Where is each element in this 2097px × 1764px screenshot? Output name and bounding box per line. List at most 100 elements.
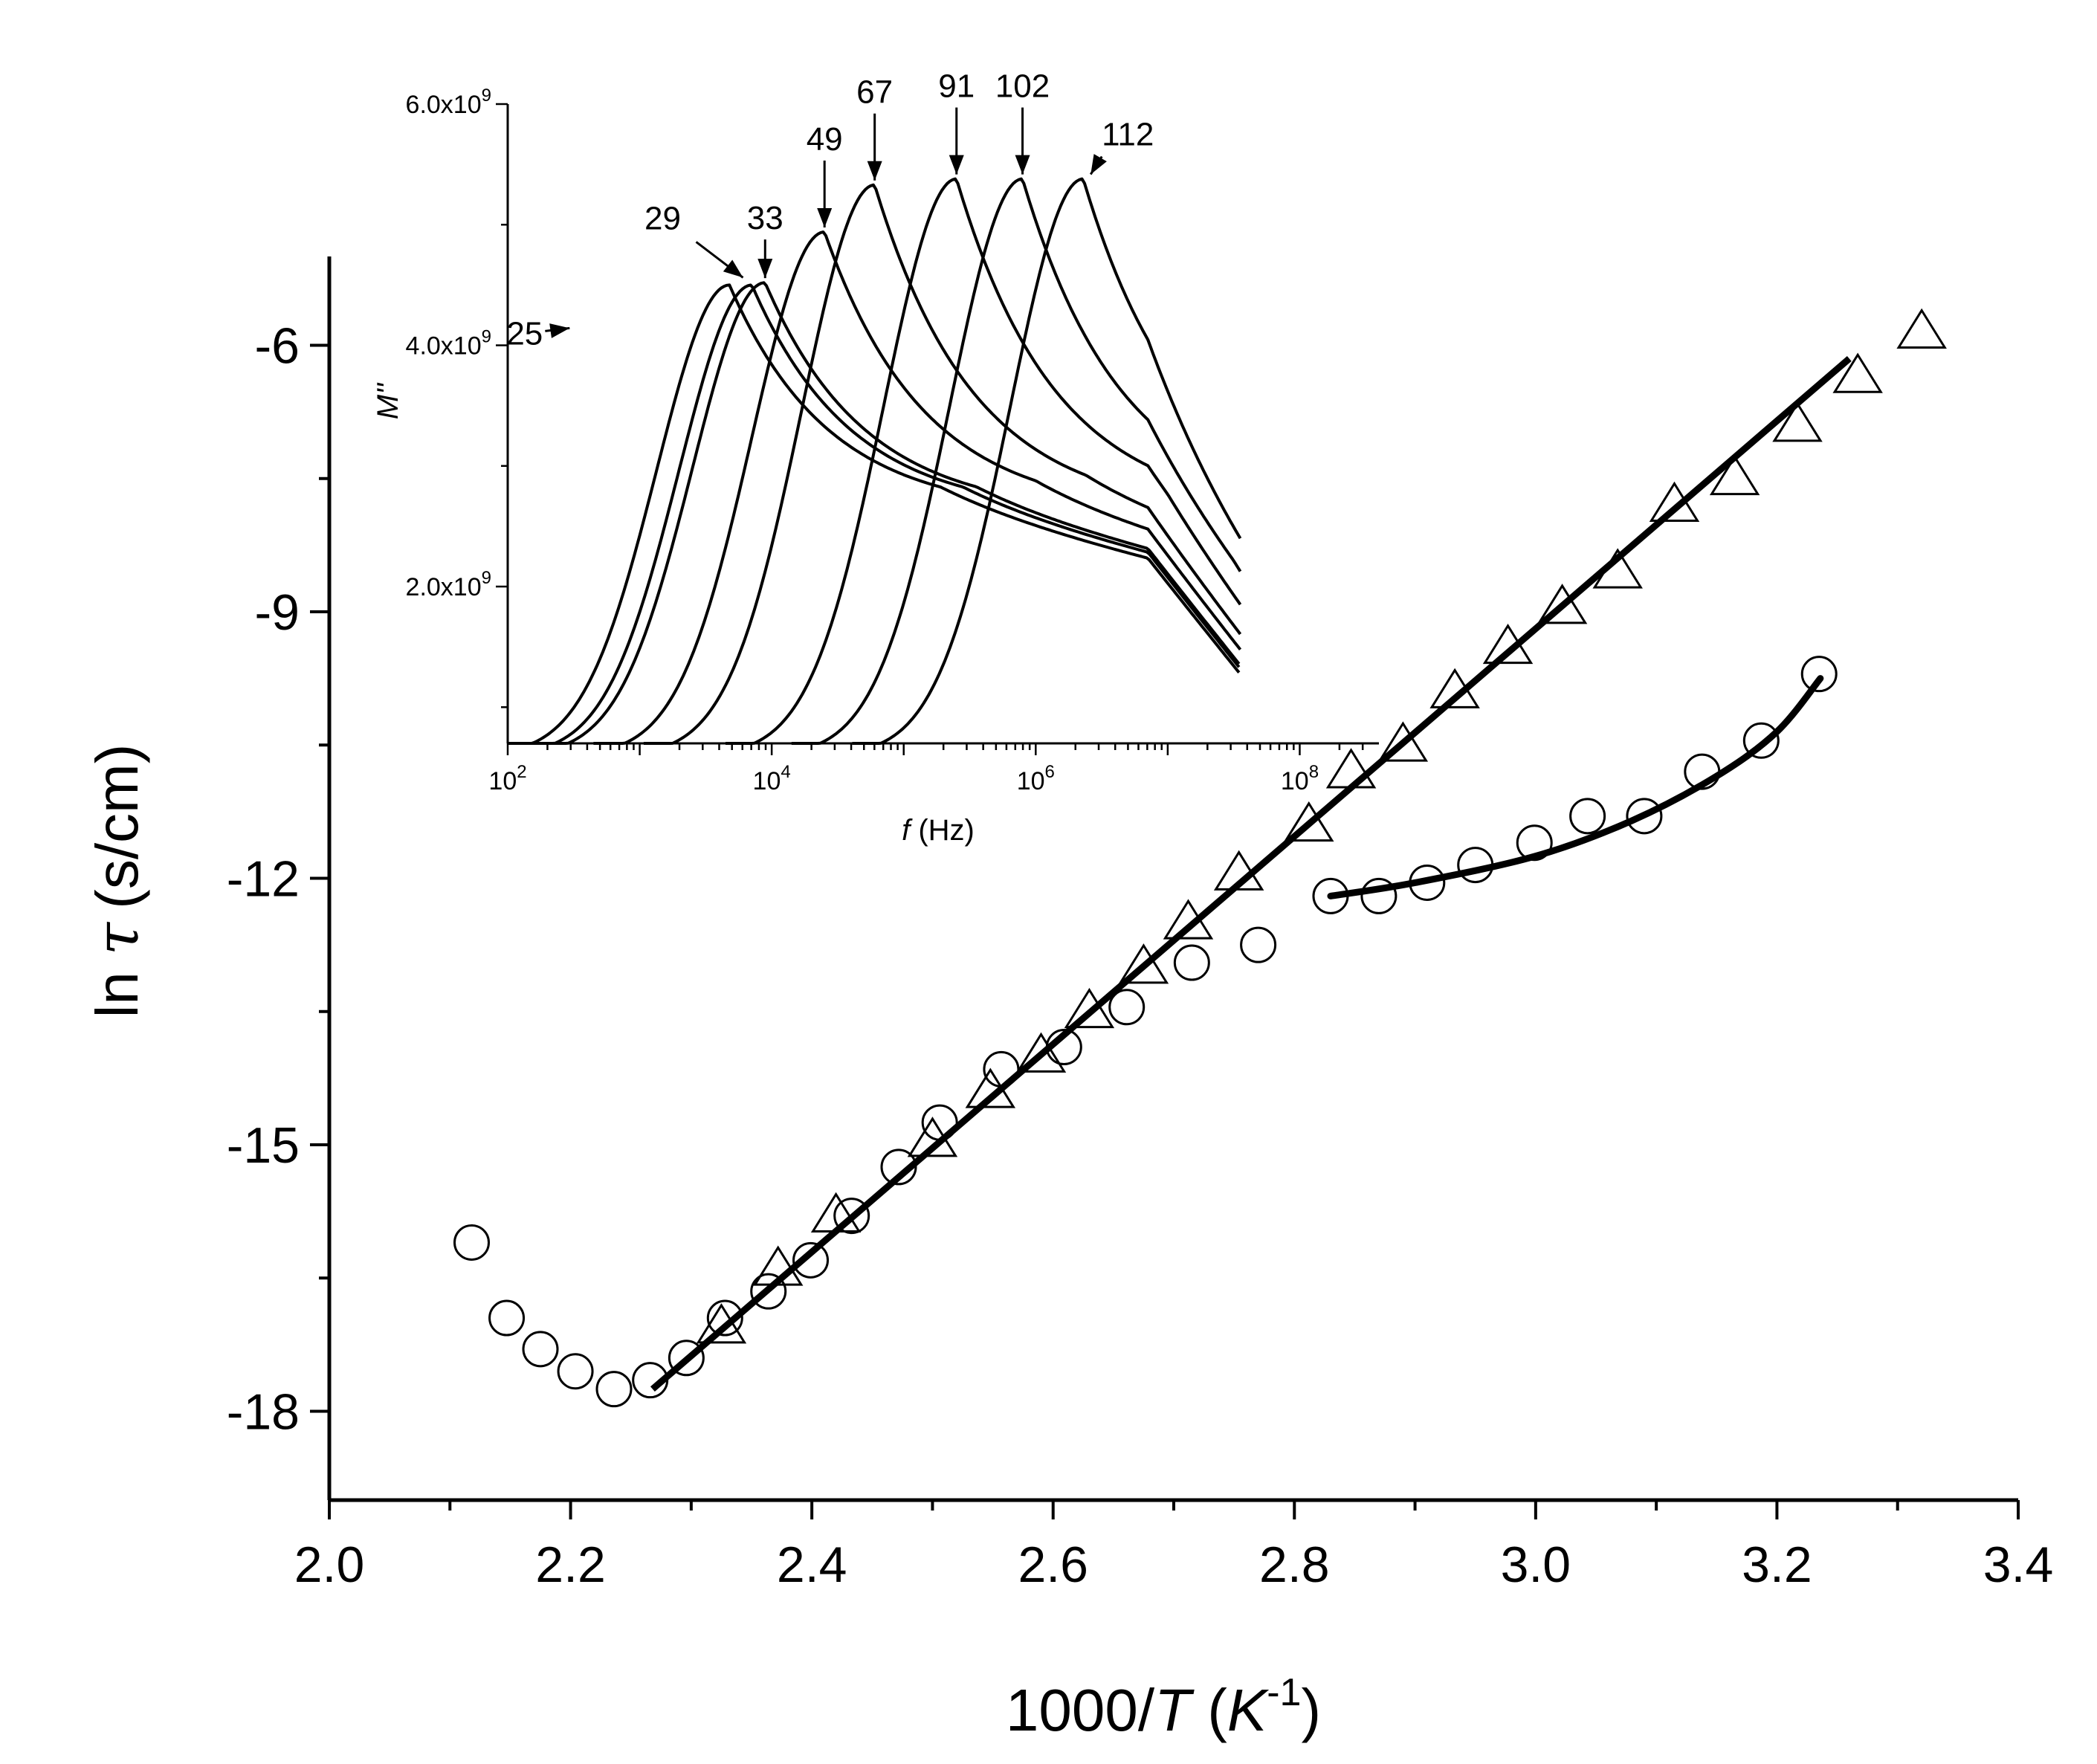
triangle-point — [1213, 850, 1264, 891]
triangle-point — [1377, 721, 1429, 762]
annotation-arrowhead — [867, 161, 882, 181]
triangle-point — [1064, 987, 1115, 1029]
ylabel-prefix: ln — [84, 972, 150, 1018]
xlabel-main: 1000/ — [1006, 1677, 1155, 1743]
inset-y-tick-mantissa: 2.0x10 — [406, 573, 482, 601]
triangle-point — [696, 1303, 747, 1344]
main-y-axis-title: ln τ (s/cm) — [83, 744, 152, 1018]
triangle-point — [1832, 352, 1883, 393]
main-y-tick-label: -9 — [255, 584, 300, 641]
circle-point — [1742, 722, 1780, 759]
inset-x-tick-base: 10 — [1017, 767, 1045, 795]
annotation-arrowhead — [549, 323, 570, 338]
circle-point — [632, 1362, 669, 1399]
annotation-arrowhead — [1090, 154, 1107, 175]
ylabel-symbol: τ — [83, 921, 152, 955]
inset-curve — [593, 230, 1242, 745]
temperature-label-25: 25 — [506, 315, 543, 352]
temperature-label-33: 33 — [747, 200, 783, 236]
inset-curve — [643, 183, 1242, 745]
inset-y-tick-label: 4.0x109 — [406, 327, 491, 361]
inset-x-tick-base: 10 — [1281, 767, 1309, 795]
circle-point — [1800, 656, 1838, 693]
main-y-tick-label: -18 — [227, 1384, 300, 1441]
circle-point — [1108, 989, 1146, 1026]
xlabel-unit-close: ) — [1301, 1677, 1321, 1743]
circle-point — [750, 1273, 787, 1310]
main-x-tick-label: 3.2 — [1742, 1537, 1812, 1593]
inset-curves — [508, 177, 1242, 745]
inset-y-tick-label: 2.0x109 — [406, 568, 491, 601]
inset-x-tick-label: 102 — [488, 762, 526, 795]
main-x-tick-label: 2.2 — [535, 1537, 606, 1593]
triangle-point — [810, 1192, 862, 1232]
main-x-tick-label: 3.4 — [1983, 1537, 2054, 1593]
circle-point — [880, 1148, 917, 1186]
circle-point — [833, 1198, 870, 1235]
xlabel-T: T — [1154, 1677, 1195, 1743]
main-y-tick-label: -6 — [255, 318, 300, 375]
inset-x-tick-label: 104 — [753, 762, 791, 795]
triangle-point — [1772, 401, 1823, 442]
temperature-label-49: 49 — [807, 121, 843, 158]
linear-fit-line — [650, 356, 1852, 1392]
triangle-point — [752, 1245, 804, 1286]
circle-point — [488, 1299, 526, 1337]
triangle-point — [1015, 1032, 1067, 1073]
inset-curve — [520, 283, 1241, 745]
circle-point — [1173, 944, 1210, 981]
circle-point — [1569, 798, 1606, 835]
temperature-label-91: 91 — [938, 68, 975, 105]
circle-point — [668, 1340, 705, 1377]
main-x-axis-title: 1000/T (K-1) — [1006, 1671, 1321, 1743]
inset-y-axis-title: M'' — [372, 382, 404, 419]
inset-x-tick-exp: 8 — [1309, 762, 1319, 782]
inset-x-tick-exp: 6 — [1045, 762, 1055, 782]
inset-x-tick-base: 10 — [753, 767, 781, 795]
annotation-arrowhead — [757, 259, 773, 279]
xlabel-unit-K: K — [1227, 1677, 1270, 1743]
circle-series — [453, 656, 1838, 1408]
circle-point — [706, 1299, 743, 1337]
circle-point — [792, 1241, 830, 1279]
triangle-point — [1163, 899, 1214, 940]
inset-x-tick-exp: 2 — [517, 762, 526, 782]
circle-point — [921, 1104, 958, 1141]
inset-y-tick-mantissa: 6.0x10 — [406, 91, 482, 119]
xlabel-unit-exp: -1 — [1267, 1671, 1301, 1714]
inset-y-tick-exp: 9 — [482, 327, 491, 347]
inset-y-tick-exp: 9 — [482, 85, 491, 106]
triangle-point — [1709, 454, 1760, 496]
triangle-point — [1118, 943, 1169, 984]
triangle-point — [1592, 548, 1643, 589]
ylabel-unit: (s/cm) — [84, 744, 150, 909]
circle-point — [1626, 798, 1663, 835]
triangle-point — [1325, 748, 1377, 789]
main-plot: 2.0 2.2 2.4 2.6 2.8 3.0 3.2 3.4 -6-9-12-15-18 l… — [83, 256, 2053, 1743]
inset-x-tick-exp: 4 — [781, 762, 790, 782]
circle-point — [1240, 926, 1277, 963]
triangle-point — [1896, 308, 1947, 349]
circle-point — [522, 1331, 559, 1368]
circle-point — [1045, 1029, 1082, 1066]
triangle-point — [1429, 668, 1480, 708]
annotation-arrowhead — [1015, 155, 1030, 175]
main-x-tick-label: 2.0 — [294, 1537, 365, 1593]
xlabel-unit-open: ( — [1191, 1677, 1227, 1743]
triangle-point — [1649, 481, 1700, 522]
inset-y-tick-exp: 9 — [482, 568, 491, 588]
annotation-arrowhead — [723, 259, 743, 278]
temperature-label-67: 67 — [856, 74, 893, 111]
inset-curve — [534, 281, 1241, 745]
triangle-point — [965, 1067, 1016, 1108]
inset-x-ticks: 102 104 106 108 — [488, 743, 1364, 795]
circle-point — [1360, 877, 1398, 914]
circle-point — [1516, 824, 1553, 862]
main-x-tick-label: 2.8 — [1259, 1537, 1330, 1593]
circle-point — [1312, 877, 1349, 914]
triangle-series — [696, 308, 1947, 1344]
inset-annotations: 25 29 33 49 67 91 102 112 — [506, 68, 1154, 352]
